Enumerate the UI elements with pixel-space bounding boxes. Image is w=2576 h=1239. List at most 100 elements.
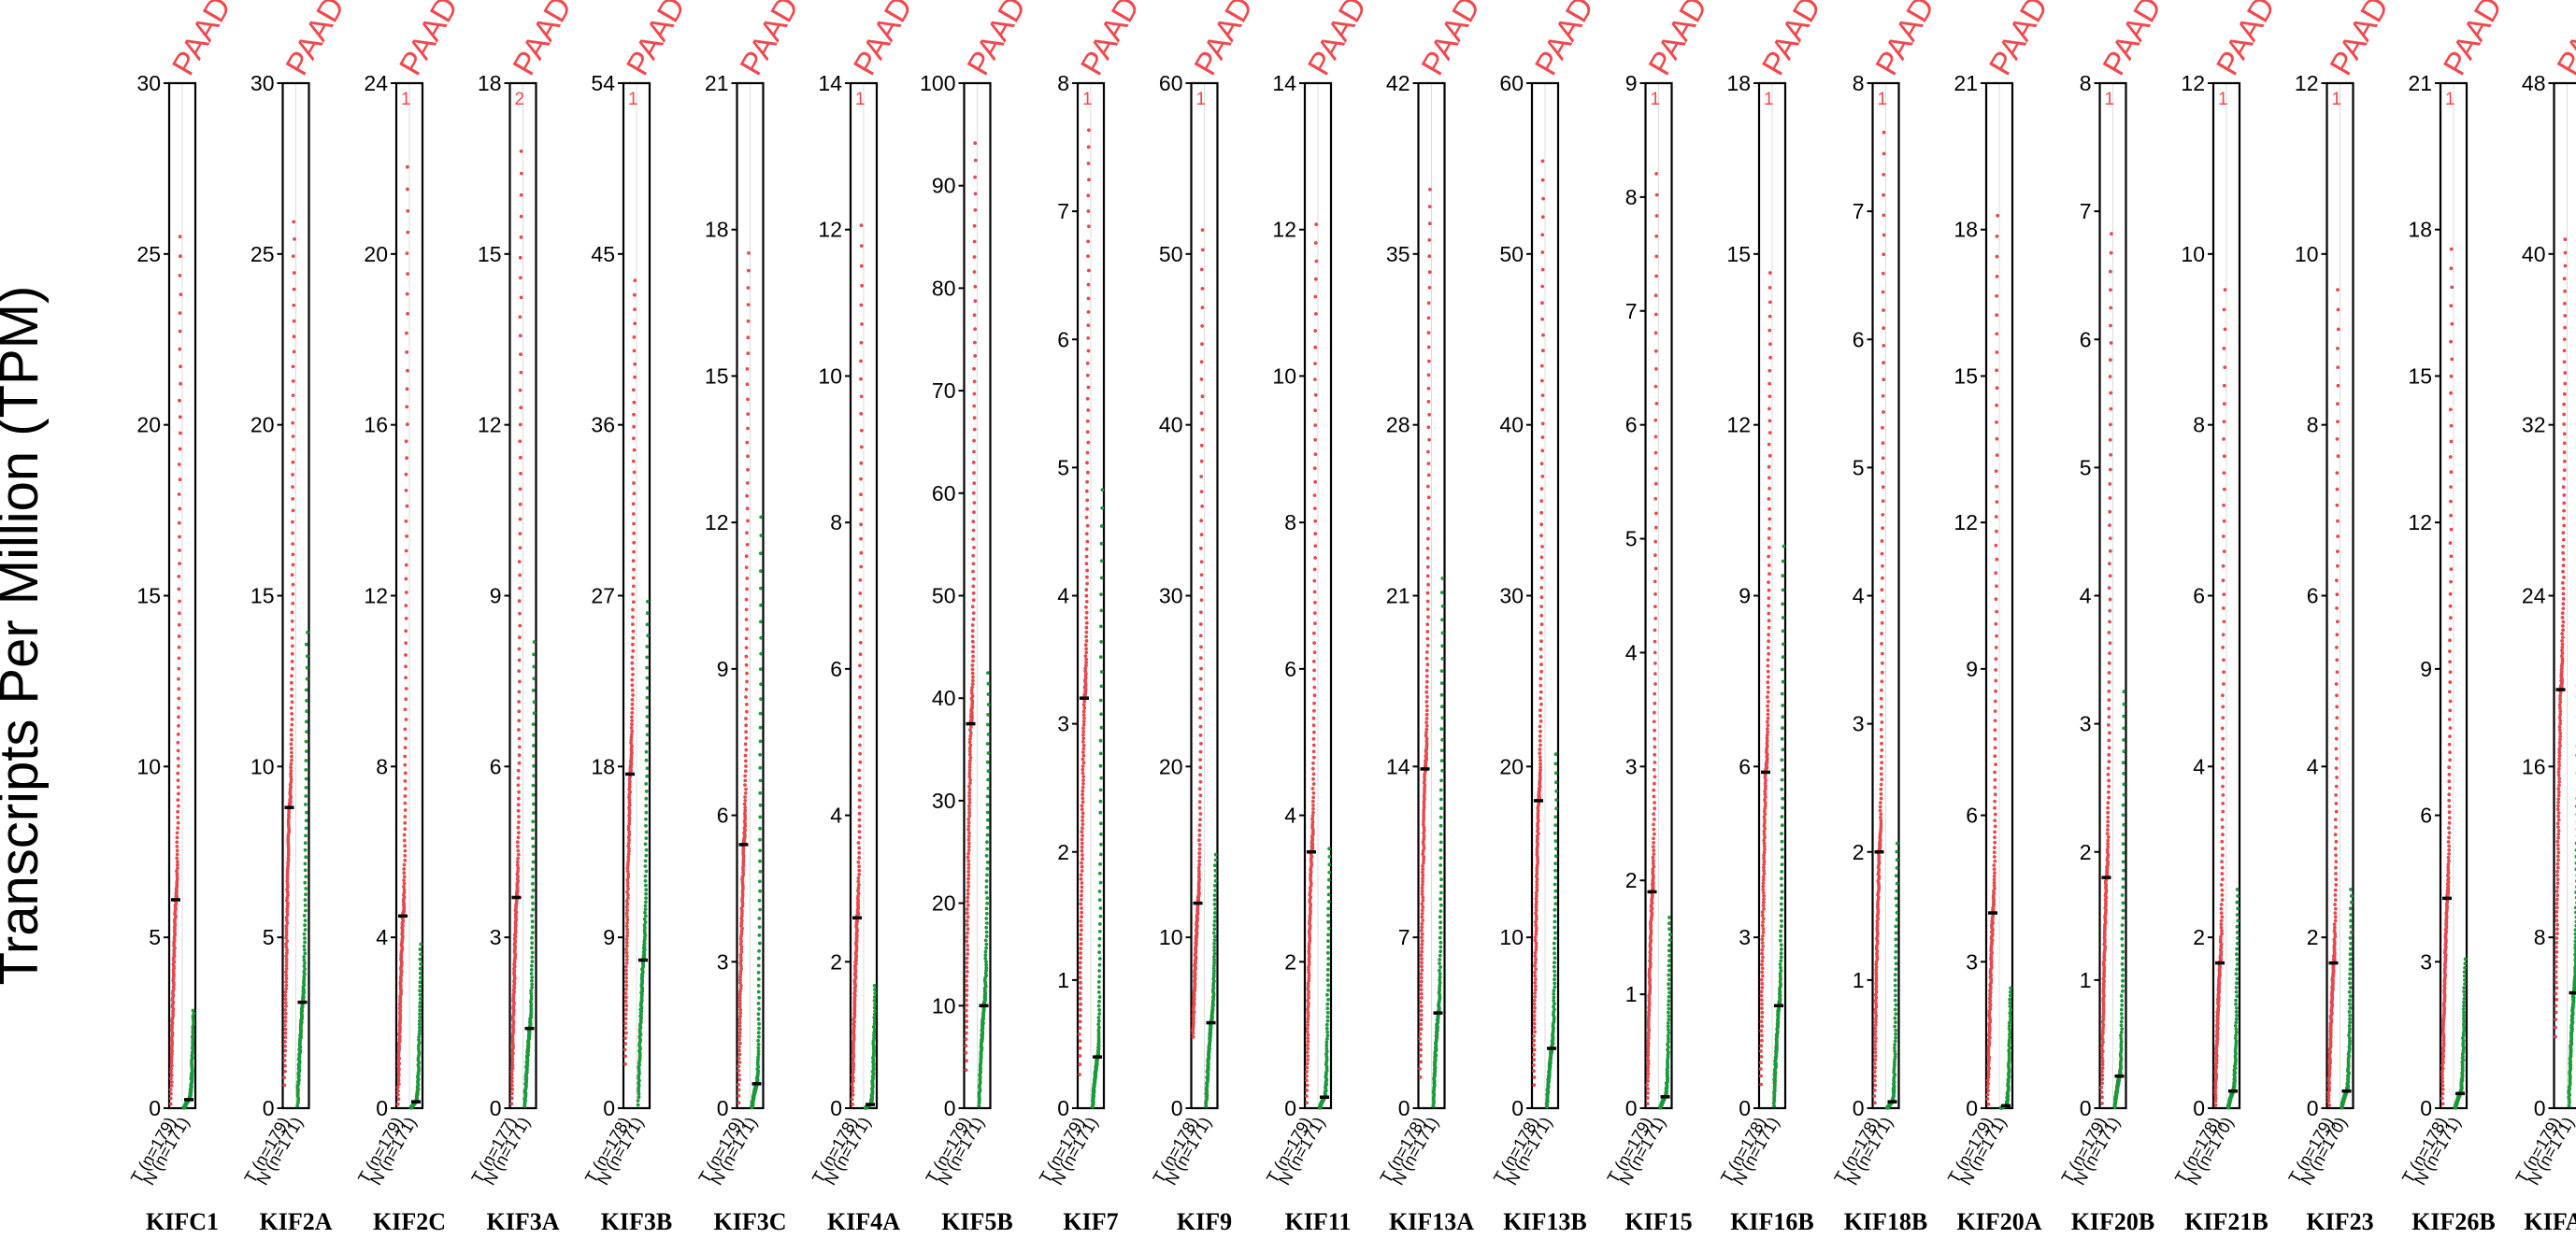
tumor-point	[972, 366, 976, 371]
tumor-point	[1198, 812, 1203, 816]
tumor-point	[1426, 400, 1431, 404]
tumor-point	[969, 689, 974, 692]
tumor-point	[1198, 765, 1203, 770]
normal-point	[1212, 934, 1217, 939]
tumor-point	[1084, 657, 1088, 662]
tumor-point	[1424, 717, 1429, 720]
tumor-point	[1645, 1083, 1650, 1087]
tumor-point	[516, 845, 520, 848]
normal-point	[1553, 854, 1558, 859]
normal-point	[418, 1001, 422, 1004]
normal-point	[643, 926, 647, 930]
tumor-point	[966, 837, 971, 842]
tumor-point	[516, 835, 521, 840]
tumor-point	[852, 1079, 855, 1083]
tumor-point	[859, 263, 864, 268]
tumor-point	[403, 762, 408, 767]
tumor-point	[404, 629, 408, 634]
normal-point	[419, 952, 422, 957]
tumor-point	[404, 697, 408, 702]
y-tick-label: 14	[1386, 754, 1410, 778]
normal-point	[1324, 1049, 1329, 1054]
tumor-point	[1079, 876, 1083, 881]
tumor-point	[1539, 462, 1544, 466]
tumor-point	[405, 350, 409, 354]
tumor-point	[170, 1041, 175, 1046]
normal-point	[1552, 965, 1556, 969]
normal-point	[983, 953, 988, 958]
y-tick-label: 3	[1625, 754, 1638, 778]
normal-point	[758, 907, 762, 912]
tumor-point	[1079, 873, 1083, 877]
y-tick-label: 0	[376, 1096, 388, 1120]
tumor-point	[291, 254, 295, 258]
tumor-point	[1421, 876, 1424, 880]
y-tick-label: 9	[717, 657, 729, 681]
tumor-point	[179, 431, 182, 435]
tumor-point	[971, 591, 976, 595]
normal-point	[418, 1004, 422, 1009]
tumor-point	[1078, 1039, 1082, 1043]
tumor-point	[1420, 946, 1424, 950]
normal-point	[529, 991, 534, 996]
tumor-point	[623, 1042, 627, 1046]
tumor-point	[859, 492, 863, 497]
tumor-point	[1080, 757, 1085, 762]
tumor-point	[1081, 775, 1086, 779]
tumor-point	[1080, 811, 1085, 816]
tumor-point	[1086, 209, 1091, 213]
tumor-point	[746, 351, 751, 356]
tumor-point	[284, 1004, 288, 1008]
tumor-point	[972, 577, 976, 581]
normal-point	[1553, 1002, 1556, 1006]
tumor-point	[629, 726, 634, 730]
normal-point	[1097, 975, 1102, 978]
tumor-point	[632, 400, 637, 405]
tumor-point	[175, 852, 179, 857]
tumor-point	[1306, 1023, 1310, 1027]
tumor-point	[971, 584, 976, 589]
tumor-point	[738, 963, 743, 968]
normal-point	[1211, 931, 1216, 935]
normal-point	[983, 949, 988, 954]
normal-point	[531, 907, 535, 912]
tumor-point	[1080, 815, 1085, 819]
tumor-point	[1200, 228, 1205, 233]
tumor-point	[509, 1079, 514, 1084]
tumor-point	[177, 666, 181, 671]
tumor-point	[630, 661, 635, 665]
tumor-point	[972, 255, 977, 259]
tumor-point	[966, 915, 970, 919]
tumor-point	[858, 629, 863, 633]
tumor-point	[965, 993, 969, 997]
normal-point	[1212, 948, 1216, 952]
tumor-point	[1085, 461, 1089, 465]
tumor-point	[1424, 704, 1429, 708]
normal-point	[1439, 759, 1444, 762]
tumor-point	[743, 774, 748, 778]
tumor-point	[745, 703, 749, 706]
normal-point	[643, 859, 648, 863]
normal-point	[1553, 752, 1558, 757]
tumor-point	[518, 679, 522, 684]
normal-point	[985, 825, 990, 830]
normal-point	[1553, 956, 1557, 961]
normal-point	[192, 1019, 195, 1024]
tumor-point	[402, 878, 406, 882]
tumor-point	[1538, 734, 1542, 738]
tumor-point	[1532, 1058, 1537, 1062]
normal-point	[986, 818, 990, 822]
y-tick-label: 6	[490, 754, 502, 778]
tumor-point	[406, 230, 410, 235]
tumor-point	[972, 427, 977, 432]
tumor-point	[850, 1082, 854, 1087]
tumor-point	[966, 895, 970, 900]
tumor-point	[624, 940, 629, 945]
tumor-point	[856, 860, 861, 864]
normal-point	[1099, 624, 1103, 629]
tumor-point	[1425, 630, 1430, 634]
tumor-point	[1653, 745, 1657, 749]
normal-point	[985, 742, 990, 746]
tumor-point	[404, 653, 408, 657]
